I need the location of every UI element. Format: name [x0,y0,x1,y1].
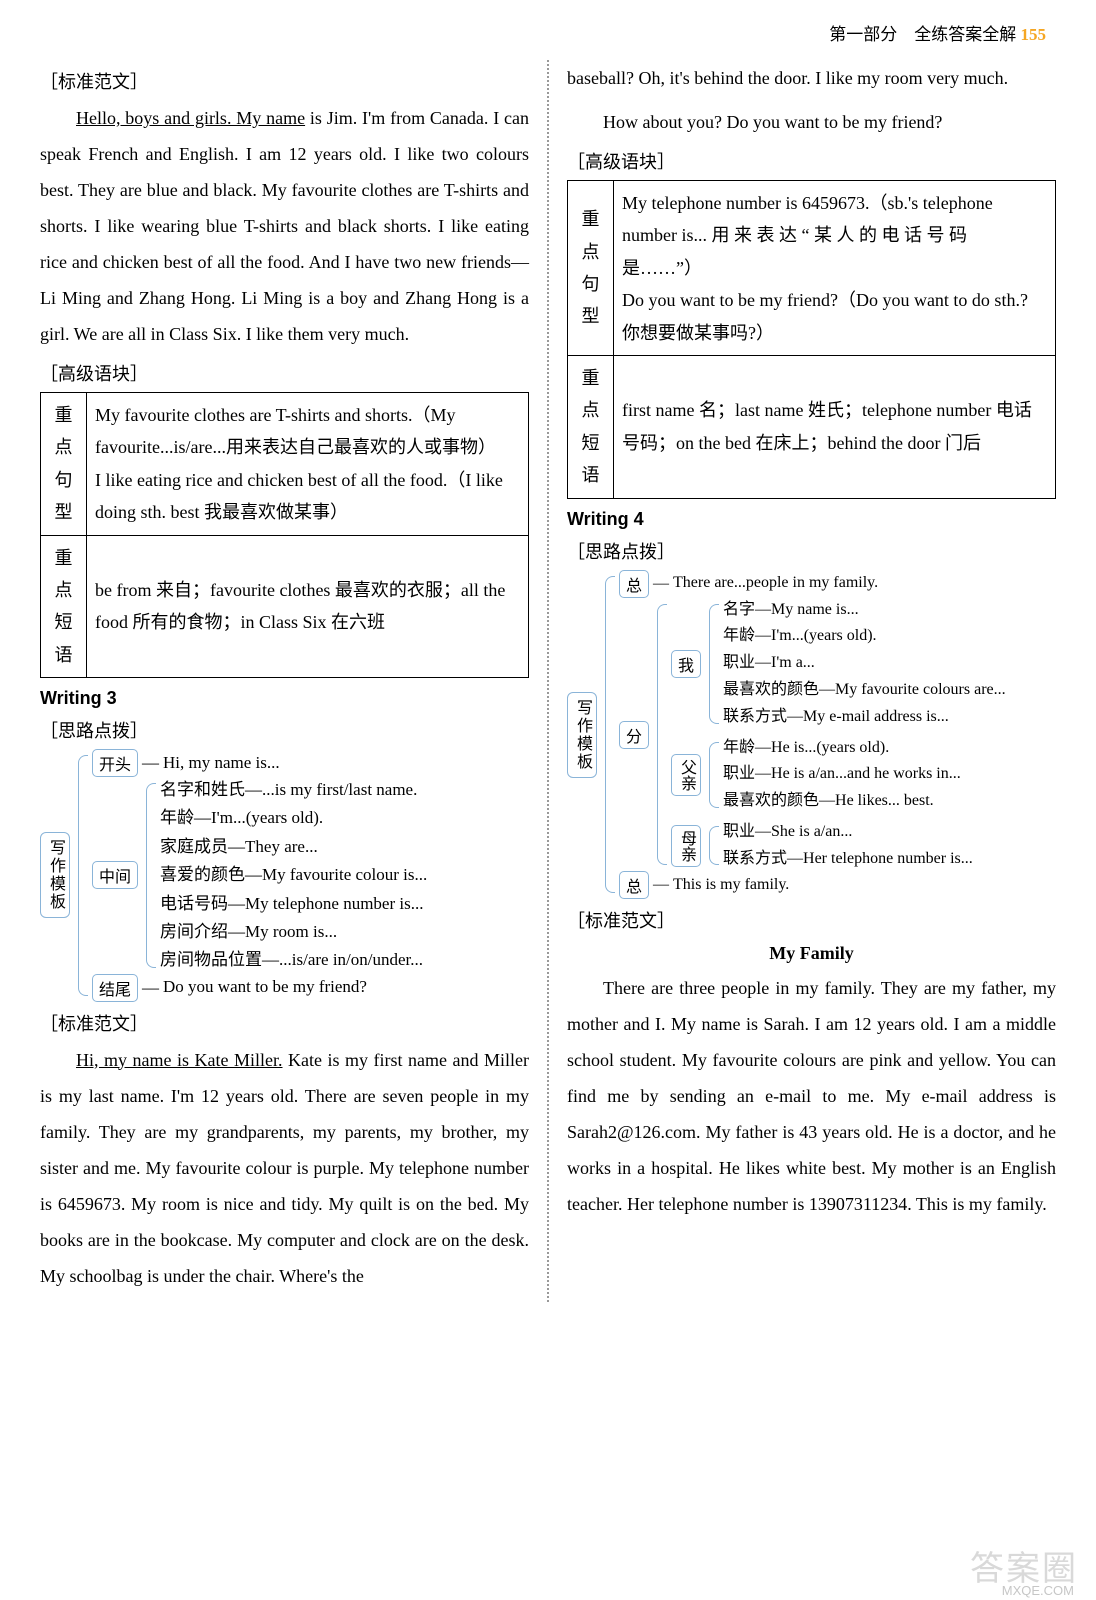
page-header: 第一部分 全练答案全解 155 [40,20,1056,45]
label-model-essay-2: ［标准范文］ [40,1010,529,1036]
tree4-fa3: 最喜欢的颜色—He likes... best. [723,789,1056,814]
tree4-root: 写作模板 [567,692,597,778]
tree3-b5: 电话号码—My telephone number is... [160,891,529,917]
tree4-fa1: 年龄—He is...(years old). [723,736,1056,761]
brace-icon [705,820,719,872]
watermark-sub: MXQE.COM [1002,1583,1074,1598]
t2-r1-content: My telephone number is 6459673.（sb.'s te… [614,181,1056,356]
tree4-mo1: 职业—She is a/an... [723,820,1056,845]
tree3-b3: 家庭成员—They are... [160,834,529,860]
table-patterns-1: 重点句型 My favourite clothes are T-shirts a… [40,392,529,678]
writing-4-heading: Writing 4 [567,509,1056,530]
tree4-top1: There are...people in my family. [673,571,878,596]
tree3-c1: Do you want to be my friend? [163,974,367,1000]
right-column: baseball? Oh, it's behind the door. I li… [567,60,1056,1302]
label-advanced-r: ［高级语块］ [567,148,1056,174]
label-advanced: ［高级语块］ [40,360,529,386]
t1-r1-label: 重点句型 [41,393,87,536]
tree4-bot1: This is my family. [673,873,789,898]
brace-icon [653,598,667,872]
essay-2-continued-2: How about you? Do you want to be my frie… [567,104,1056,140]
tree3-b: 中间 [92,861,138,889]
tree3-a: 开头 [92,749,138,777]
tree3-a1: Hi, my name is... [163,750,280,776]
tree4-me: 我 [671,650,701,678]
t1-r2-content: be from 来自；favourite clothes 最喜欢的衣服；all … [87,535,529,678]
essay-1: Hello, boys and girls. My name is Jim. I… [40,100,529,352]
tree4-top: 总 [619,570,649,598]
tree4-mo2: 联系方式—Her telephone number is... [723,847,1056,872]
header-part: 第一部分 全练答案全解 [829,25,1016,44]
tree4-fa: 父亲 [671,754,701,796]
tree3-b2: 年龄—I'm...(years old). [160,805,529,831]
tree4-me5: 联系方式—My e-mail address is... [723,705,1056,730]
essay-family: There are three people in my family. The… [567,970,1056,1222]
brace-icon [705,598,719,730]
essay-2-continued: baseball? Oh, it's behind the door. I li… [567,60,1056,96]
essay-title: My Family [567,943,1056,964]
tree4-me1: 名字—My name is... [723,598,1056,623]
tree3-root: 写作模板 [40,832,70,918]
essay-2: Hi, my name is Kate Miller. Kate is my f… [40,1042,529,1294]
tree4-fa2: 职业—He is a/an...and he works in... [723,762,1056,787]
t2-r2-label: 重点短语 [568,355,614,498]
essay-1-underline: Hello, boys and girls. My name [76,108,305,128]
tree3-b6: 房间介绍—My room is... [160,919,529,945]
tree4-mo: 母亲 [671,825,701,867]
tree4-mid: 分 [619,721,649,749]
left-column: ［标准范文］ Hello, boys and girls. My name is… [40,60,529,1302]
tree3-b1: 名字和姓氏—...is my first/last name. [160,777,529,803]
t2-r2-content: first name 名；last name 姓氏；telephone numb… [614,355,1056,498]
brace-icon [705,736,719,814]
writing-4-tree: 写作模板 总 — There are...people in my family… [567,570,1056,900]
t1-r1-content: My favourite clothes are T-shirts and sh… [87,393,529,536]
essay-2-body: Kate is my first name and Miller is my l… [40,1050,529,1286]
two-column-layout: ［标准范文］ Hello, boys and girls. My name is… [40,60,1056,1302]
tree3-b7: 房间物品位置—...is/are in/on/under... [160,947,529,973]
label-think-4: ［思路点拨］ [567,538,1056,564]
label-model-essay-r: ［标准范文］ [567,907,1056,933]
label-model-essay: ［标准范文］ [40,68,529,94]
tree4-me4: 最喜欢的颜色—My favourite colours are... [723,678,1056,703]
brace-icon [74,749,88,1001]
tree3-c: 结尾 [92,974,138,1002]
tree4-me2: 年龄—I'm...(years old). [723,624,1056,649]
t2-r1-label: 重点句型 [568,181,614,356]
tree4-me3: 职业—I'm a... [723,651,1056,676]
t1-r2-label: 重点短语 [41,535,87,678]
brace-icon [601,570,615,900]
tree4-bot: 总 [619,871,649,899]
page-number: 155 [1021,25,1047,44]
table-patterns-2: 重点句型 My telephone number is 6459673.（sb.… [567,180,1056,499]
writing-3-tree: 写作模板 开头 — Hi, my name is... 中间 名字和姓氏—...… [40,749,529,1001]
column-divider [547,60,549,1302]
tree3-b4: 喜爱的颜色—My favourite colour is... [160,862,529,888]
label-think-3: ［思路点拨］ [40,717,529,743]
writing-3-heading: Writing 3 [40,688,529,709]
essay-1-body: is Jim. I'm from Canada. I can speak Fre… [40,108,529,344]
essay-2-underline: Hi, my name is Kate Miller. [76,1050,283,1070]
brace-icon [142,777,156,973]
